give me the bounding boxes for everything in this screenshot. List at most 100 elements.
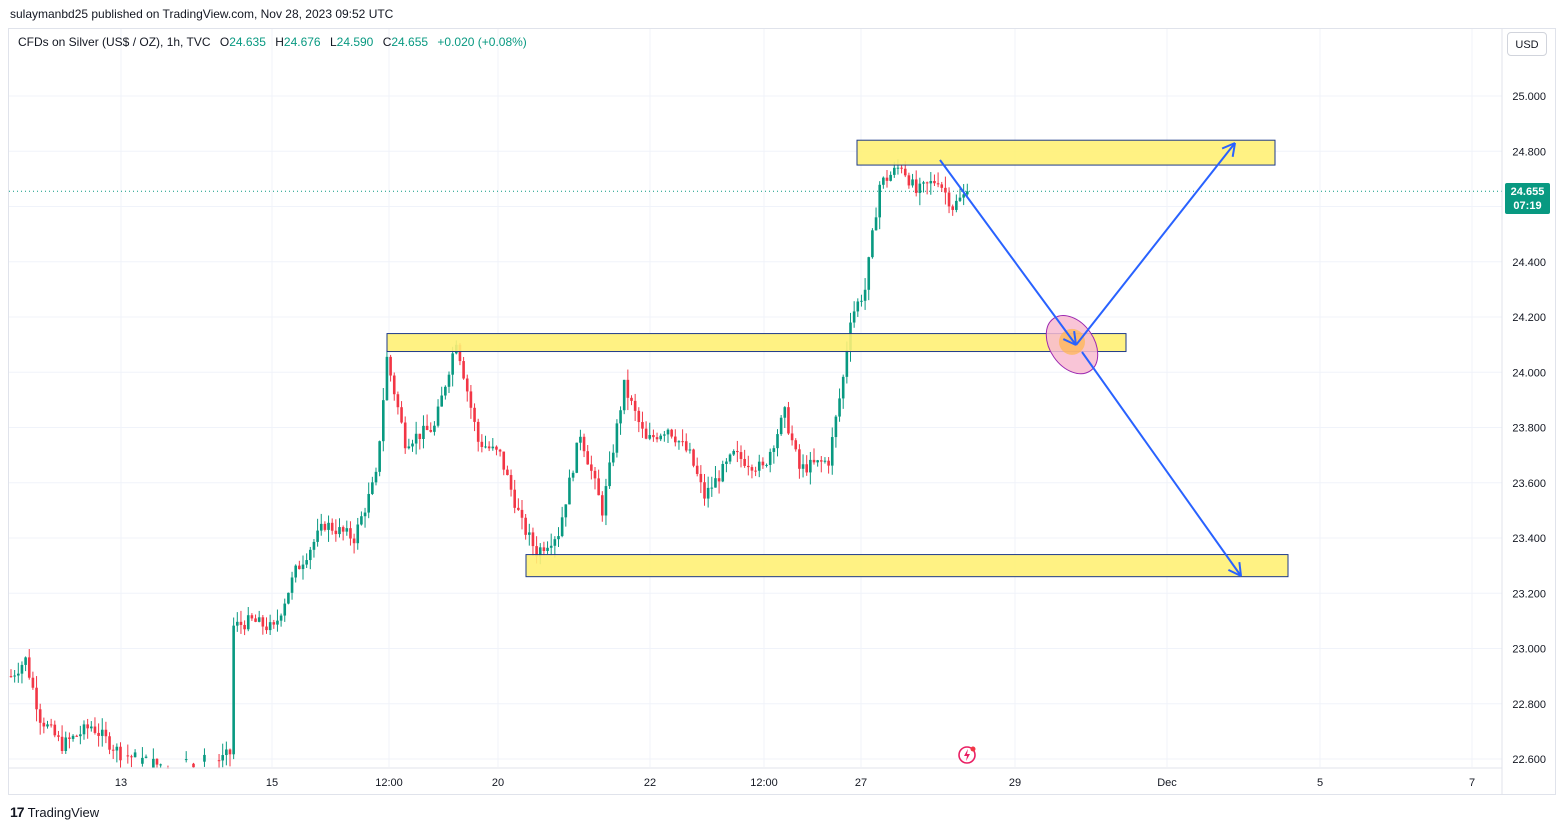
- candle-body: [418, 433, 422, 440]
- candle-body: [141, 757, 144, 764]
- candle-body: [79, 734, 82, 737]
- candle-body: [787, 407, 790, 434]
- candle-body: [557, 536, 560, 540]
- publisher-line: sulaymanbd25 published on TradingView.co…: [10, 7, 394, 21]
- candle-body: [747, 465, 750, 468]
- candle-body: [422, 425, 425, 440]
- tradingview-brand[interactable]: 17 TradingView: [10, 804, 99, 820]
- candle-body: [933, 180, 936, 184]
- candle-body: [757, 461, 761, 471]
- candle-body: [444, 386, 447, 396]
- candle-body: [20, 664, 24, 674]
- candle-body: [688, 449, 692, 451]
- candle-body: [867, 257, 871, 290]
- candle-body: [100, 729, 104, 736]
- candle-body: [812, 459, 816, 463]
- x-tick-label: 22: [644, 777, 656, 789]
- candle-body: [374, 471, 378, 483]
- candle-body: [287, 592, 290, 604]
- low-value: 24.590: [336, 35, 374, 49]
- chart-grid: [9, 29, 1502, 767]
- candle-body: [24, 657, 27, 665]
- x-tick-label: 5: [1317, 777, 1323, 789]
- candle-body: [491, 446, 495, 449]
- candle-body: [465, 378, 469, 392]
- candle-body: [564, 504, 568, 518]
- drawings-layer[interactable]: [386, 139, 1289, 578]
- y-tick-label: 22.800: [1512, 699, 1546, 711]
- candle-body: [411, 443, 414, 447]
- candle-body: [622, 379, 626, 411]
- currency-button[interactable]: USD: [1507, 32, 1547, 56]
- candle-body: [126, 755, 130, 757]
- last-price-tag: 24.655 07:19: [1505, 183, 1550, 214]
- candle-body: [962, 194, 965, 198]
- resistance-zone: [856, 139, 1276, 166]
- y-tick-label: 23.800: [1512, 423, 1546, 435]
- up-arrow-head: [1231, 142, 1236, 157]
- candle-body: [794, 440, 798, 450]
- candle-body: [133, 752, 137, 758]
- candle-body: [203, 754, 206, 762]
- candle-body: [487, 446, 491, 449]
- candle-body: [553, 539, 557, 546]
- candle-body: [856, 301, 860, 312]
- candle-body: [619, 410, 622, 424]
- candle-body: [958, 197, 962, 201]
- candle-body: [549, 545, 553, 548]
- candle-body: [805, 464, 808, 473]
- candle-body: [838, 398, 841, 417]
- y-tick-label: 23.200: [1512, 588, 1546, 600]
- candle-body: [947, 192, 951, 207]
- candle-body: [498, 449, 502, 452]
- candle-body: [90, 726, 93, 729]
- candle-body: [298, 565, 301, 570]
- y-tick-label: 24.200: [1512, 312, 1546, 324]
- candle-body: [97, 732, 100, 736]
- candle-body: [626, 379, 630, 398]
- candle-body: [768, 451, 772, 465]
- candle-body: [338, 527, 341, 535]
- candle-body: [517, 507, 520, 510]
- y-tick-label: 24.400: [1512, 257, 1546, 269]
- candle-body: [743, 458, 746, 466]
- candle-body: [900, 167, 903, 169]
- candle-body: [104, 729, 108, 737]
- candle-body: [615, 423, 619, 453]
- candle-body: [630, 397, 633, 401]
- candle-body: [31, 677, 35, 688]
- candle-body: [721, 463, 725, 482]
- candle-body: [319, 523, 323, 531]
- candle-body: [159, 764, 162, 766]
- candle-body: [506, 469, 509, 476]
- candle-body: [652, 435, 655, 438]
- mid-zone: [386, 333, 1127, 353]
- candle-body: [896, 167, 900, 169]
- candle-body: [305, 560, 308, 565]
- candle-body: [783, 407, 787, 418]
- candle-body: [889, 174, 892, 181]
- candle-body: [542, 547, 546, 552]
- change-value: +0.020 (+0.08%): [437, 35, 527, 49]
- x-tick-label: 12:00: [375, 777, 403, 789]
- candle-body: [469, 391, 473, 408]
- candle-body: [834, 416, 838, 438]
- candle-body: [108, 736, 111, 750]
- candle-body: [349, 528, 352, 539]
- candle-body: [272, 622, 276, 625]
- candle-body: [944, 187, 947, 193]
- candle-body: [184, 759, 188, 761]
- lightning-icon[interactable]: [957, 745, 977, 765]
- high-label: H: [275, 35, 284, 49]
- candles-layer: [9, 159, 969, 769]
- y-tick-label: 23.600: [1512, 478, 1546, 490]
- candle-body: [885, 177, 889, 181]
- x-tick-label: 20: [492, 777, 504, 789]
- candle-body: [301, 564, 305, 570]
- candle-body: [250, 615, 254, 619]
- candle-body: [648, 435, 652, 439]
- candle-body: [495, 446, 498, 450]
- candle-body: [874, 217, 878, 231]
- candle-body: [17, 673, 20, 676]
